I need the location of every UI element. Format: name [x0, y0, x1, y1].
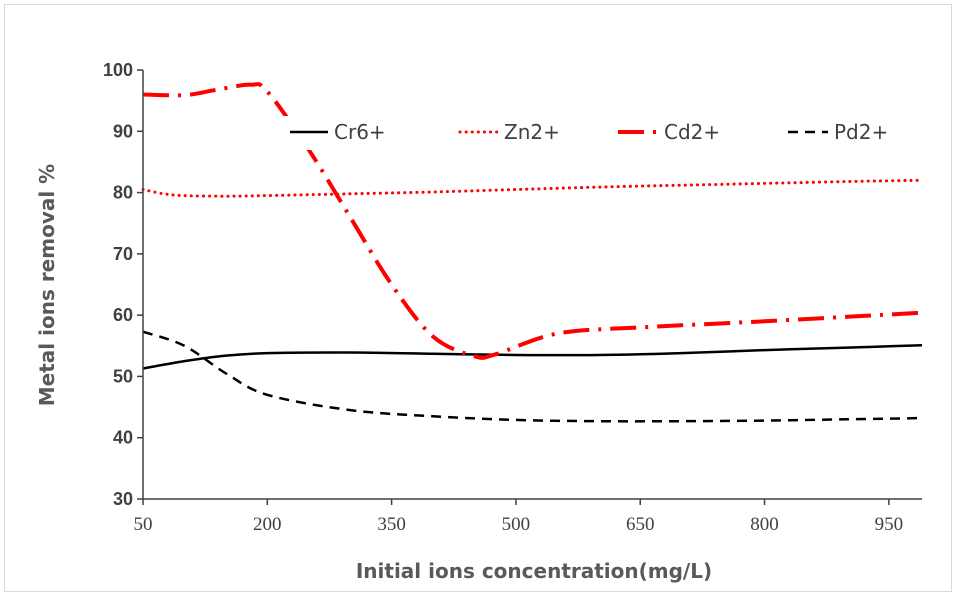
x-tick-labels: 50 200 350 500 650 800 950	[134, 499, 904, 535]
legend-label: Pd2+	[834, 120, 888, 144]
x-tick-label: 350	[377, 514, 406, 535]
legend: Cr6+ Zn2+ Cd2+ Pd2+	[284, 116, 912, 150]
x-tick-label: 500	[502, 514, 531, 535]
y-tick-labels: 30 40 50 60 70 80 90 100	[103, 60, 143, 509]
legend-label: Cd2+	[664, 120, 720, 144]
y-tick-label: 50	[113, 366, 133, 386]
series-line-cd2	[142, 82, 923, 360]
chart-frame	[4, 4, 952, 592]
series-line-pd2	[142, 330, 923, 423]
series-line-zn2	[141, 178, 924, 198]
legend-label: Cr6+	[334, 120, 386, 144]
x-tick-label: 650	[626, 514, 655, 535]
y-tick-label: 100	[103, 60, 133, 80]
x-tick-label: 200	[253, 514, 282, 535]
x-tick-label: 950	[875, 514, 904, 535]
y-tick-label: 30	[113, 489, 133, 509]
y-tick-label: 60	[113, 305, 133, 325]
series-line-cr6	[142, 343, 923, 370]
y-axis-title: Metal ions removal %	[35, 164, 59, 406]
axes	[142, 70, 922, 500]
y-tick-label: 90	[113, 121, 133, 141]
series-lines	[141, 82, 924, 423]
x-tick-label: 50	[134, 514, 153, 535]
x-axis-title: Initial ions concentration(mg/L)	[356, 559, 712, 583]
y-tick-label: 80	[113, 183, 133, 203]
y-tick-label: 40	[113, 428, 133, 448]
y-tick-label: 70	[113, 244, 133, 264]
x-tick-label: 800	[750, 514, 779, 535]
legend-label: Zn2+	[504, 120, 560, 144]
